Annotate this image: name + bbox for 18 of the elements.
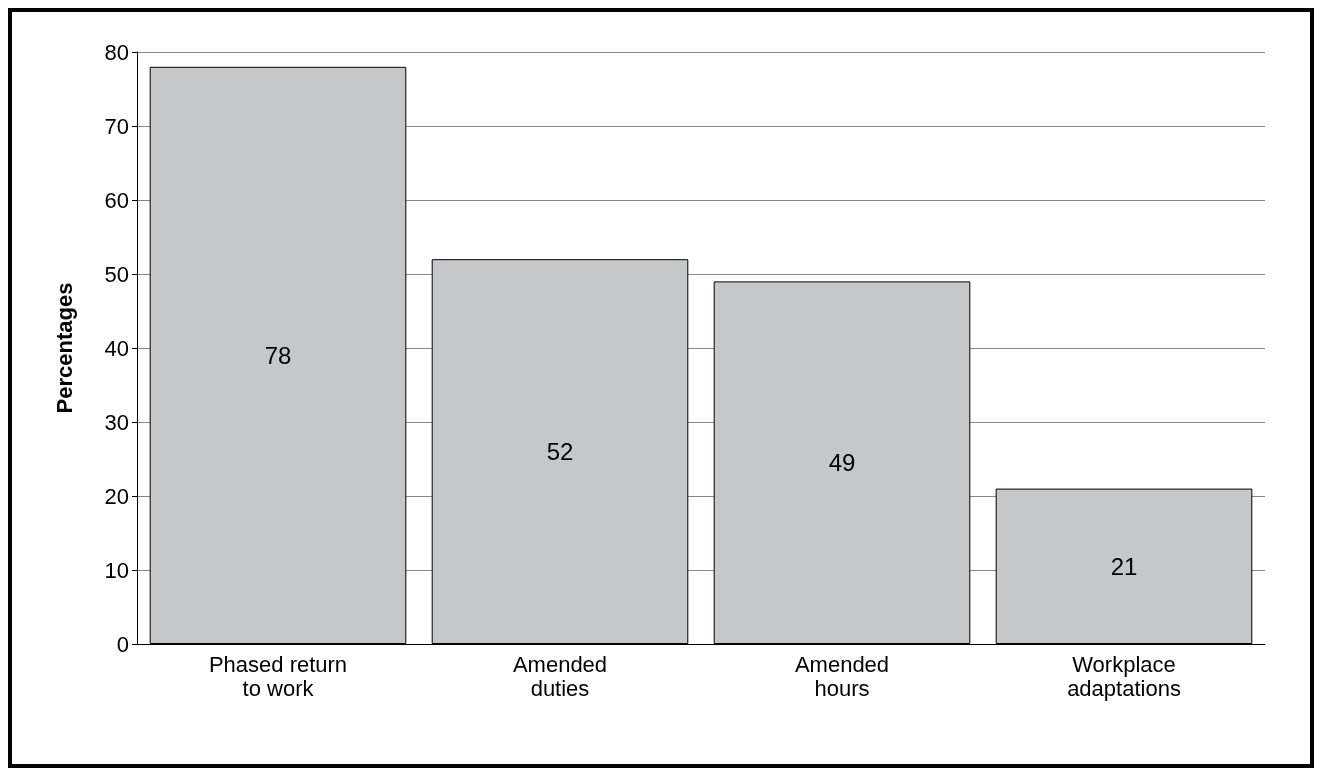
y-axis-title: Percentages: [51, 282, 77, 414]
y-tick-label: 70: [104, 113, 129, 139]
x-tick-label: Phased return to work: [208, 651, 348, 701]
y-tick-label: 80: [104, 39, 129, 65]
y-tick-label: 10: [104, 557, 129, 583]
data-label: 49: [828, 449, 856, 477]
data-label: 78: [264, 341, 292, 369]
y-tick-label: 30: [104, 409, 129, 435]
data-label: 52: [546, 438, 574, 466]
x-tick-label: Amended duties: [512, 651, 608, 701]
y-tick-label: 0: [116, 631, 129, 657]
y-tick-label: 20: [104, 483, 129, 509]
x-tick-label: Amended hours: [794, 651, 890, 701]
y-tick-label: 50: [104, 261, 129, 287]
data-label: 21: [1110, 552, 1138, 580]
x-tick-label: Workplace adaptations: [1067, 651, 1181, 701]
y-tick-label: 60: [104, 187, 129, 213]
y-tick-label: 40: [104, 335, 129, 361]
